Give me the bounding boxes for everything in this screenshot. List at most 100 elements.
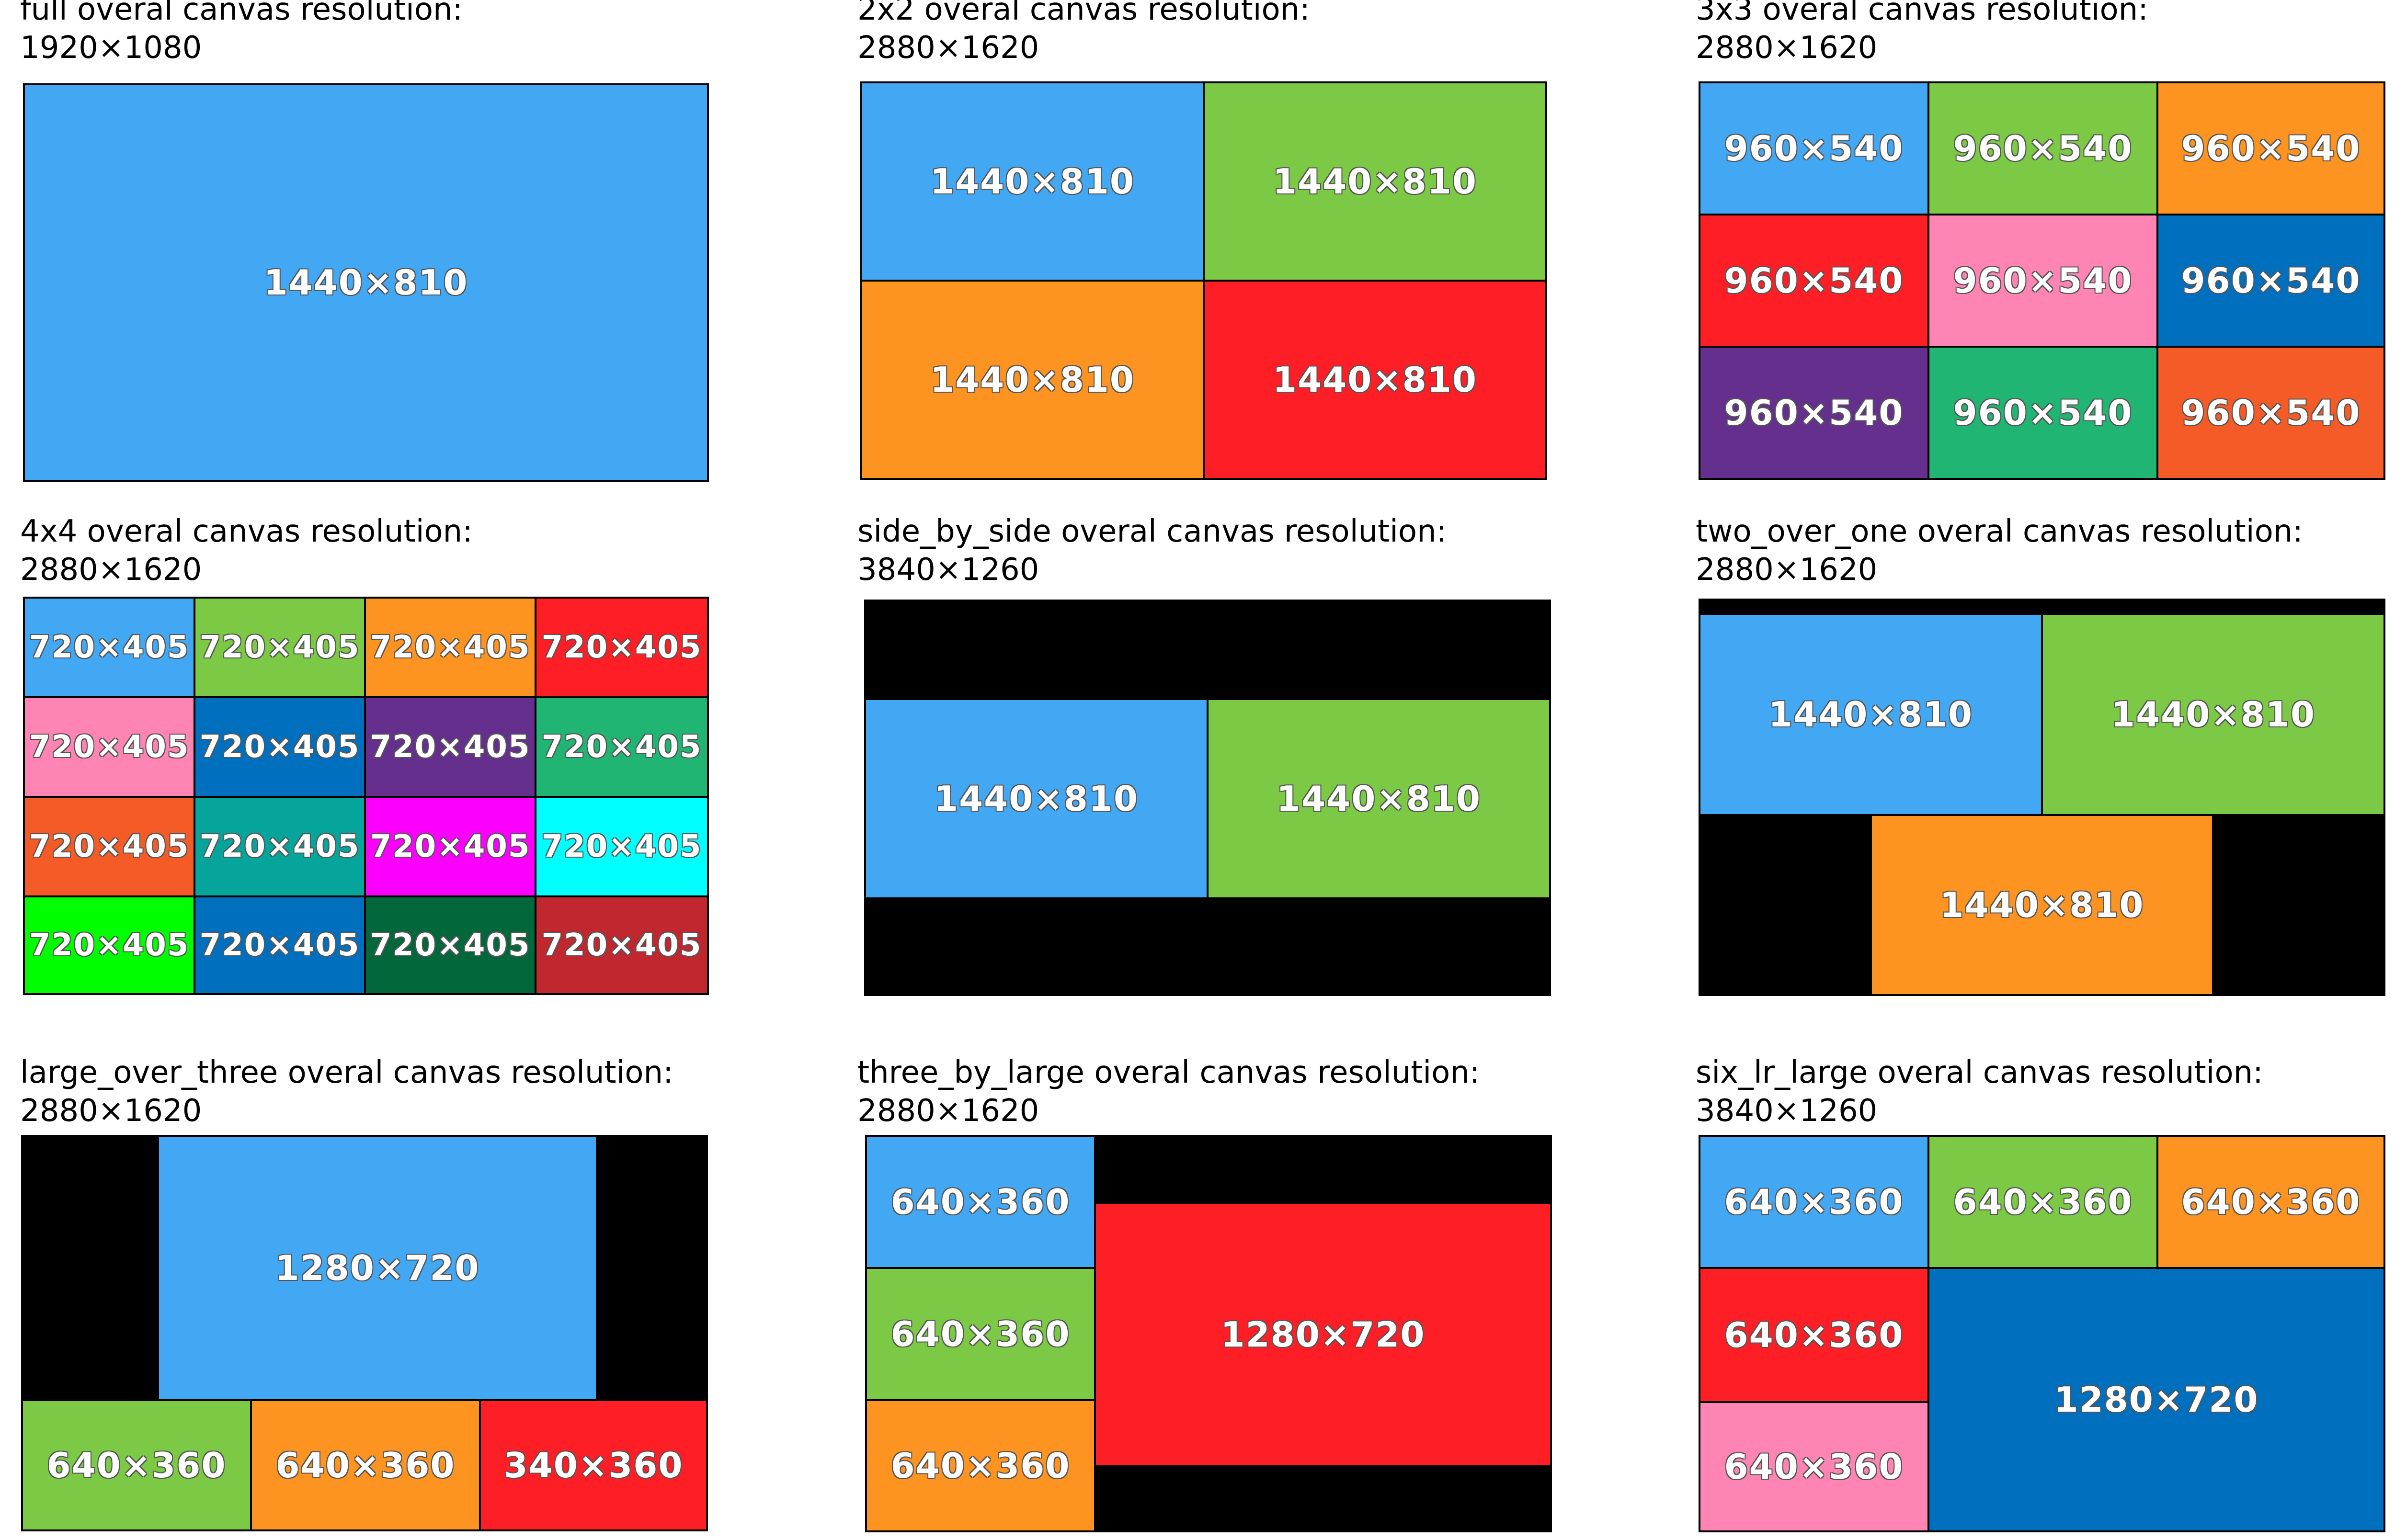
caption-resolution: 2880×1620 (857, 30, 1039, 66)
tile-label: 720×405 (541, 729, 702, 765)
tile-label: 1440×810 (1939, 885, 2144, 925)
tile-label: 1440×810 (1276, 779, 1481, 819)
tile: 720×405 (535, 796, 709, 897)
tile-label: 640×360 (46, 1445, 227, 1485)
tile: 720×405 (535, 696, 709, 798)
tile-label: 1440×810 (930, 161, 1135, 202)
tile: 640×360 (865, 1135, 1096, 1269)
panel-caption: three_by_large overal canvas resolution:… (857, 1053, 1480, 1130)
tile-label: 1440×810 (263, 262, 468, 303)
tile: 1440×810 (23, 83, 709, 482)
tile: 720×405 (194, 696, 366, 798)
tile-label: 640×360 (1724, 1315, 1904, 1355)
layout-canvas: 640×360 640×360 640×360 1280×720 (865, 1135, 1552, 1532)
tile: 640×360 (21, 1399, 252, 1531)
caption-title: large_over_three overal canvas resolutio… (20, 1055, 673, 1090)
tile-label: 1440×810 (2110, 694, 2315, 735)
panel-side-by-side: side_by_side overal canvas resolution: 3… (857, 512, 1562, 1010)
tile: 720×405 (194, 895, 366, 995)
tile: 1440×810 (1699, 613, 2043, 816)
tile-label: 640×360 (890, 1314, 1071, 1354)
tile: 640×360 (2156, 1135, 2385, 1269)
tile: 960×540 (2156, 346, 2385, 480)
tile: 720×405 (364, 597, 536, 698)
tile-label: 640×360 (275, 1445, 456, 1485)
layout-canvas: 1440×810 1440×810 1440×810 1440×810 (860, 81, 1547, 480)
panel-caption: six_lr_large overal canvas resolution: 3… (1696, 1053, 2263, 1130)
caption-title: full overal canvas resolution: (20, 0, 463, 27)
tile-label: 1440×810 (1768, 694, 1973, 735)
tile-label: 960×540 (1953, 260, 2133, 301)
tile-label: 720×405 (29, 928, 190, 963)
tile: 640×360 (1927, 1135, 2158, 1269)
caption-resolution: 2880×1620 (1696, 30, 1878, 66)
layout-canvas: 1440×810 1440×810 (864, 600, 1551, 996)
caption-resolution: 2880×1620 (20, 1093, 202, 1129)
caption-resolution: 2880×1620 (20, 552, 202, 588)
panel-caption: 4x4 overal canvas resolution: 2880×1620 (20, 512, 473, 589)
tile-label: 720×405 (370, 928, 531, 963)
tile: 960×540 (2156, 214, 2385, 348)
caption-resolution: 2880×1620 (857, 1093, 1039, 1129)
panel-caption: 3x3 overal canvas resolution: 2880×1620 (1696, 0, 2148, 67)
caption-title: side_by_side overal canvas resolution: (857, 514, 1447, 549)
tile: 1280×720 (1094, 1202, 1552, 1467)
tile-label: 720×405 (199, 729, 360, 765)
tile-label: 720×405 (370, 630, 531, 665)
caption-title: 3x3 overal canvas resolution: (1696, 0, 2148, 27)
tile: 1280×720 (1927, 1267, 2385, 1532)
tile: 640×360 (865, 1399, 1096, 1532)
tile-label: 1280×720 (2054, 1380, 2259, 1420)
tile-label: 720×405 (29, 630, 190, 665)
tile: 720×405 (364, 895, 536, 995)
tile-label: 1440×810 (1272, 360, 1477, 400)
tile-label: 720×405 (370, 829, 531, 864)
tile: 1440×810 (1207, 698, 1551, 899)
panel-3x3: 3x3 overal canvas resolution: 2880×1620 … (1696, 0, 2395, 488)
tile: 640×360 (1699, 1401, 1929, 1532)
tile: 640×360 (865, 1267, 1096, 1401)
tile: 960×540 (1699, 214, 1929, 348)
tile-label: 720×405 (29, 829, 190, 864)
tile-label: 960×540 (1724, 260, 1904, 301)
tile-label: 960×540 (2181, 393, 2361, 433)
tile: 640×360 (1699, 1267, 1929, 1403)
tile-label: 960×540 (2181, 128, 2361, 169)
tile-label: 960×540 (1953, 128, 2133, 169)
panel-caption: side_by_side overal canvas resolution: 3… (857, 512, 1447, 589)
tile-label: 1440×810 (930, 360, 1135, 400)
tile-label: 640×360 (1953, 1182, 2133, 1222)
tile-label: 640×360 (890, 1446, 1071, 1486)
tile: 1440×810 (864, 698, 1209, 899)
tile: 1440×810 (860, 280, 1205, 480)
panel-six-lr-large: six_lr_large overal canvas resolution: 3… (1696, 1053, 2395, 1540)
panel-4x4: 4x4 overal canvas resolution: 2880×1620 … (20, 512, 724, 1010)
panel-three-by-large: three_by_large overal canvas resolution:… (857, 1053, 1562, 1540)
tile: 720×405 (364, 796, 536, 897)
tile-label: 720×405 (199, 829, 360, 864)
tile: 720×405 (194, 796, 366, 897)
layout-canvas: 1440×810 (23, 83, 709, 482)
tile-label: 640×360 (890, 1182, 1071, 1222)
caption-resolution: 3840×1260 (1696, 1093, 1878, 1129)
tile-label: 960×540 (1724, 128, 1904, 169)
panel-full: full overal canvas resolution: 1920×1080… (20, 0, 724, 488)
tile: 640×360 (1699, 1135, 1929, 1269)
tile: 720×405 (23, 796, 195, 897)
tile: 1440×810 (1203, 81, 1547, 282)
tile: 960×540 (1699, 346, 1929, 480)
tile-label: 960×540 (1724, 393, 1904, 433)
tile: 720×405 (535, 597, 709, 698)
tile: 960×540 (1927, 214, 2158, 348)
layout-canvas: 720×405 720×405 720×405 720×405 720×405 … (23, 597, 709, 995)
tile: 640×360 (250, 1399, 481, 1531)
tile: 960×540 (1927, 346, 2158, 480)
caption-resolution: 2880×1620 (1696, 552, 1878, 588)
tile: 340×360 (479, 1399, 708, 1531)
tile: 720×405 (23, 597, 195, 698)
tile: 1440×810 (1203, 280, 1547, 480)
panel-caption: large_over_three overal canvas resolutio… (20, 1053, 673, 1130)
tile-label: 640×360 (1724, 1447, 1904, 1487)
caption-title: six_lr_large overal canvas resolution: (1696, 1055, 2263, 1090)
tile-label: 720×405 (370, 729, 531, 765)
